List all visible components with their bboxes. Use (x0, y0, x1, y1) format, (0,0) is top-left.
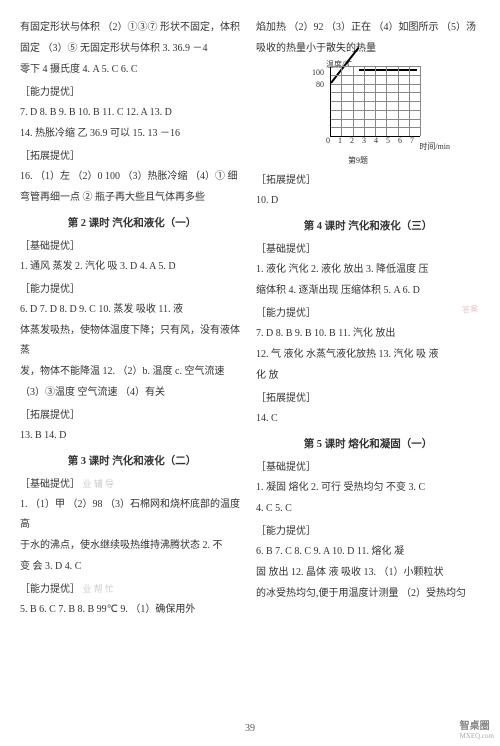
text-line: 1. （1）甲 （2）98 （3）石棉网和烧杯底部的温度高 (20, 495, 244, 535)
text-line: 有固定形状与体积 （2）①③⑦ 形状不固定，体积 (20, 18, 244, 38)
lesson-title: 第 2 课时 汽化和液化（一） (20, 213, 244, 234)
text-line: 10. D (256, 191, 480, 211)
page-number: 39 (245, 723, 255, 734)
section-label: ［能力提优］ (20, 280, 244, 300)
x-label: 0 (326, 133, 330, 149)
y-label: 80 (316, 77, 324, 93)
section-label: ［基础提优］ (256, 240, 480, 260)
text-line: 焰加热 （2）92 （3）正在 （4）如图所示 （5）汤 (256, 18, 480, 38)
section-label: ［拓展提优］ (20, 406, 244, 426)
temperature-chart: 温度/℃ 100 80 0 1 2 3 4 5 6 7 时间/min 第9题 (… (308, 65, 428, 165)
text-line: 弯管再细一点 ② 瓶子再大些且气体再多些 (20, 188, 244, 208)
text-line: 缩体积 4. 逐渐出现 压缩体积 5. A 6. D (256, 281, 480, 301)
section-label: ［拓展提优］ (256, 171, 480, 191)
watermark: 智桌圈 MXEQ.com (460, 717, 494, 740)
left-column: 有固定形状与体积 （2）①③⑦ 形状不固定，体积 固定 （3）⑤ 无固定形状与体… (20, 18, 244, 728)
section-label: ［能力提优］ 业 帮 忙 (20, 580, 244, 600)
x-label: 4 (374, 133, 378, 149)
text-line: 14. 热胀冷缩 乙 36.9 可以 15. 13 －16 (20, 124, 244, 144)
text-line: 变 会 3. D 4. C (20, 557, 244, 577)
x-label: 7 (410, 133, 414, 149)
watermark-brand: 智桌圈 (460, 717, 494, 732)
text-line: 体蒸发吸热，使物体温度下降；只有风，没有液体蒸 (20, 321, 244, 361)
x-label: 2 (350, 133, 354, 149)
text-line: 1. 凝固 熔化 2. 可行 受热均匀 不变 3. C (256, 478, 480, 498)
label-text: ［能力提优］ (20, 584, 80, 595)
right-column: 焰加热 （2）92 （3）正在 （4）如图所示 （5）汤 吸收的热量小于散失的热… (256, 18, 480, 728)
lesson-title: 第 5 课时 熔化和凝固（一） (256, 434, 480, 455)
text-line: 1. 通风 蒸发 2. 汽化 吸 3. D 4. A 5. D (20, 257, 244, 277)
text-line: 1. 液化 汽化 2. 液化 放出 3. 降低温度 压 (256, 260, 480, 280)
watermark-text: 业 帮 忙 (83, 584, 115, 594)
watermark-url: MXEQ.com (460, 732, 494, 740)
section-label: ［基础提优］ (20, 237, 244, 257)
section-label: ［能力提优］ (256, 522, 480, 542)
stamp: 答案 (462, 303, 479, 315)
section-label: ［能力提优］ (256, 304, 480, 324)
text-line: 发，物体不能降温 12. （2）b. 温度 c. 空气流速 (20, 362, 244, 382)
text-line: 16. （1）左 （2）0 100 （3）热胀冷缩 （4）① 细 (20, 167, 244, 187)
x-label: 3 (362, 133, 366, 149)
watermark-text: 业 辅 导 (83, 479, 115, 489)
x-label: 1 (338, 133, 342, 149)
label-text: ［基础提优］ (20, 479, 80, 490)
x-label: 6 (398, 133, 402, 149)
lesson-title: 第 3 课时 汽化和液化（二） (20, 451, 244, 472)
text-line: 7. D 8. B 9. B 10. B 11. 汽化 放出 (256, 324, 480, 344)
chart-caption: 第9题 (348, 153, 368, 169)
text-line: 零下 4 摄氏度 4. A 5. C 6. C (20, 60, 244, 80)
text-line: 4. C 5. C (256, 499, 480, 519)
x-axis-title: 时间/min (419, 139, 450, 155)
x-label: 5 (386, 133, 390, 149)
text-line: 固定 （3）⑤ 无固定形状与体积 3. 36.9 －4 (20, 39, 244, 59)
section-label: ［拓展提优］ (256, 389, 480, 409)
text-line: 12. 气 液化 水蒸气液化放热 13. 汽化 吸 液 (256, 345, 480, 365)
section-label: ［基础提优］ (256, 458, 480, 478)
lesson-title: 第 4 课时 汽化和液化（三） (256, 216, 480, 237)
text-line: 14. C (256, 409, 480, 429)
text-line: 7. D 8. B 9. B 10. B 11. C 12. A 13. D (20, 103, 244, 123)
text-line: 固 放出 12. 晶体 液 吸收 13. （1）小颗粒状 (256, 563, 480, 583)
text-line: 化 放 (256, 366, 480, 386)
text-line: 13. B 14. D (20, 426, 244, 446)
section-label: ［能力提优］ (20, 83, 244, 103)
text-line: 6. B 7. C 8. C 9. A 10. D 11. 熔化 凝 (256, 542, 480, 562)
text-line: （3）③温度 空气流速 （4）有关 (20, 383, 244, 403)
chart-grid (330, 67, 420, 137)
text-line: 的冰受热均匀,便于用温度计测量 （2）受热均匀 (256, 584, 480, 604)
text-line: 5. B 6. C 7. B 8. B 99℃ 9. （1）确保用外 (20, 600, 244, 620)
section-label: ［基础提优］ 业 辅 导 (20, 475, 244, 495)
text-line: 于水的沸点，使水继续吸热维持沸腾状态 2. 不 (20, 536, 244, 556)
text-line: 吸收的热量小于散失的热量 (256, 39, 480, 59)
section-label: ［拓展提优］ (20, 147, 244, 167)
text-line: 6. D 7. D 8. D 9. C 10. 蒸发 吸收 11. 液 (20, 300, 244, 320)
